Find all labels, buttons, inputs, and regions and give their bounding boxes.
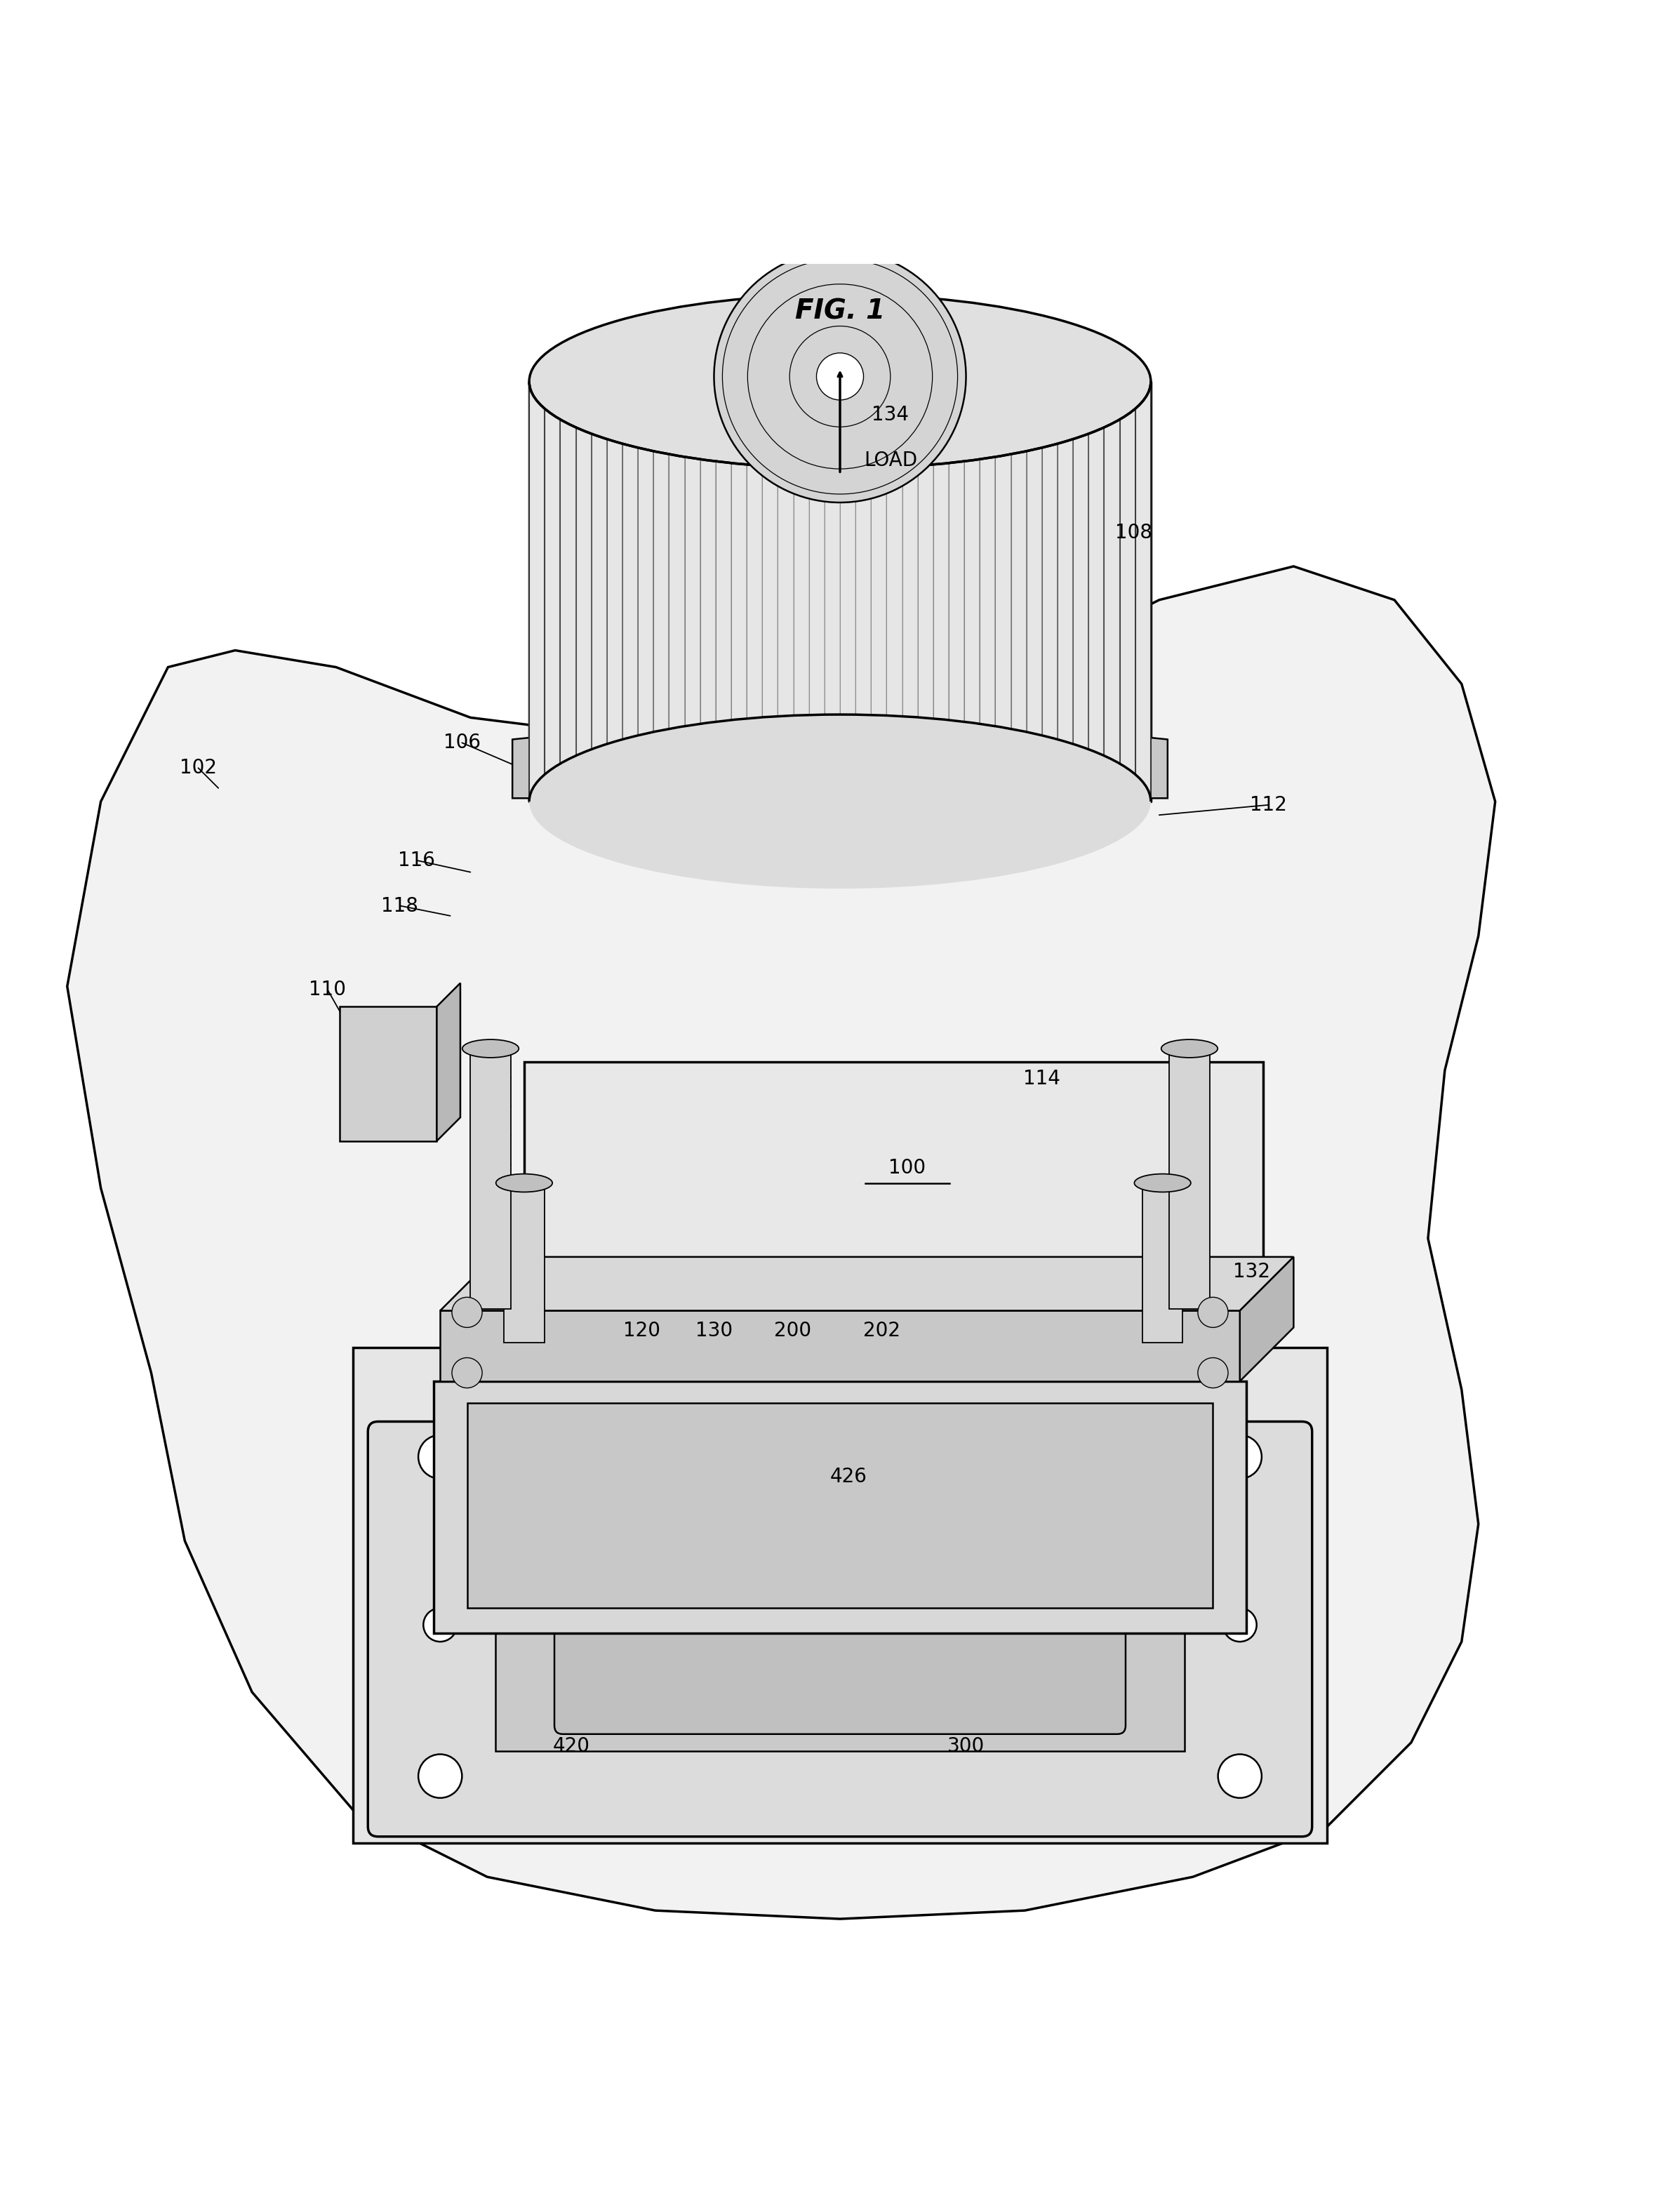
Text: 426: 426 bbox=[830, 1466, 867, 1486]
Text: 120: 120 bbox=[623, 1320, 660, 1340]
Circle shape bbox=[418, 1753, 462, 1797]
Ellipse shape bbox=[496, 1175, 553, 1192]
Text: 300: 300 bbox=[948, 1735, 984, 1755]
Text: 118: 118 bbox=[381, 896, 418, 916]
Polygon shape bbox=[353, 1347, 1327, 1844]
Text: 108: 108 bbox=[1116, 523, 1152, 543]
Ellipse shape bbox=[1161, 1040, 1218, 1058]
Polygon shape bbox=[433, 1382, 1247, 1634]
Ellipse shape bbox=[529, 294, 1151, 468]
Polygon shape bbox=[440, 1256, 1294, 1312]
Circle shape bbox=[714, 250, 966, 503]
Polygon shape bbox=[67, 565, 1495, 1919]
Polygon shape bbox=[496, 1482, 1184, 1751]
Text: 112: 112 bbox=[1250, 795, 1287, 815]
Polygon shape bbox=[529, 382, 1151, 802]
Text: 202: 202 bbox=[864, 1320, 900, 1340]
Polygon shape bbox=[524, 1062, 1263, 1318]
Circle shape bbox=[1218, 1753, 1262, 1797]
Polygon shape bbox=[479, 1318, 1218, 1336]
Circle shape bbox=[452, 1358, 482, 1389]
Circle shape bbox=[418, 1435, 462, 1479]
Text: 132: 132 bbox=[1233, 1263, 1270, 1283]
Circle shape bbox=[1223, 1607, 1257, 1643]
Polygon shape bbox=[1240, 1256, 1294, 1382]
Text: 420: 420 bbox=[553, 1735, 590, 1755]
Polygon shape bbox=[1210, 1062, 1263, 1373]
FancyBboxPatch shape bbox=[368, 1422, 1312, 1837]
FancyBboxPatch shape bbox=[554, 1524, 1126, 1733]
Polygon shape bbox=[470, 1049, 511, 1309]
Circle shape bbox=[423, 1607, 457, 1643]
Polygon shape bbox=[512, 731, 596, 799]
Circle shape bbox=[816, 353, 864, 400]
Ellipse shape bbox=[1134, 1175, 1191, 1192]
Text: 114: 114 bbox=[1023, 1069, 1060, 1089]
Polygon shape bbox=[1169, 1049, 1210, 1309]
Text: 200: 200 bbox=[774, 1320, 811, 1340]
Polygon shape bbox=[467, 1402, 1213, 1607]
Text: 102: 102 bbox=[180, 757, 217, 777]
FancyBboxPatch shape bbox=[339, 1007, 437, 1142]
Text: 116: 116 bbox=[398, 850, 435, 870]
Polygon shape bbox=[1142, 1183, 1183, 1342]
Text: FIG. 1: FIG. 1 bbox=[795, 298, 885, 325]
Circle shape bbox=[1198, 1298, 1228, 1327]
Circle shape bbox=[452, 1298, 482, 1327]
Text: 130: 130 bbox=[696, 1320, 732, 1340]
Polygon shape bbox=[1084, 731, 1168, 799]
Text: 134: 134 bbox=[872, 406, 909, 424]
Text: LOAD: LOAD bbox=[864, 450, 917, 470]
Text: 100: 100 bbox=[889, 1157, 926, 1177]
Polygon shape bbox=[437, 983, 460, 1142]
Ellipse shape bbox=[529, 715, 1151, 888]
Polygon shape bbox=[470, 1331, 1210, 1373]
Text: 106: 106 bbox=[444, 733, 480, 753]
Ellipse shape bbox=[462, 1040, 519, 1058]
Polygon shape bbox=[440, 1312, 1240, 1382]
Circle shape bbox=[1198, 1358, 1228, 1389]
Polygon shape bbox=[504, 1183, 544, 1342]
Circle shape bbox=[1218, 1435, 1262, 1479]
Text: 110: 110 bbox=[309, 980, 346, 1000]
